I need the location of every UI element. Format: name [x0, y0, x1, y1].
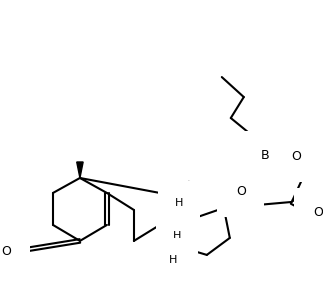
Text: H: H [173, 231, 181, 241]
Text: O: O [291, 150, 301, 164]
Text: B: B [260, 150, 269, 162]
Text: O: O [313, 206, 323, 219]
Text: O: O [1, 245, 11, 258]
Text: O: O [236, 185, 246, 199]
Text: H: H [169, 255, 177, 265]
Polygon shape [77, 162, 83, 178]
Polygon shape [183, 181, 195, 241]
Text: H: H [175, 198, 183, 208]
